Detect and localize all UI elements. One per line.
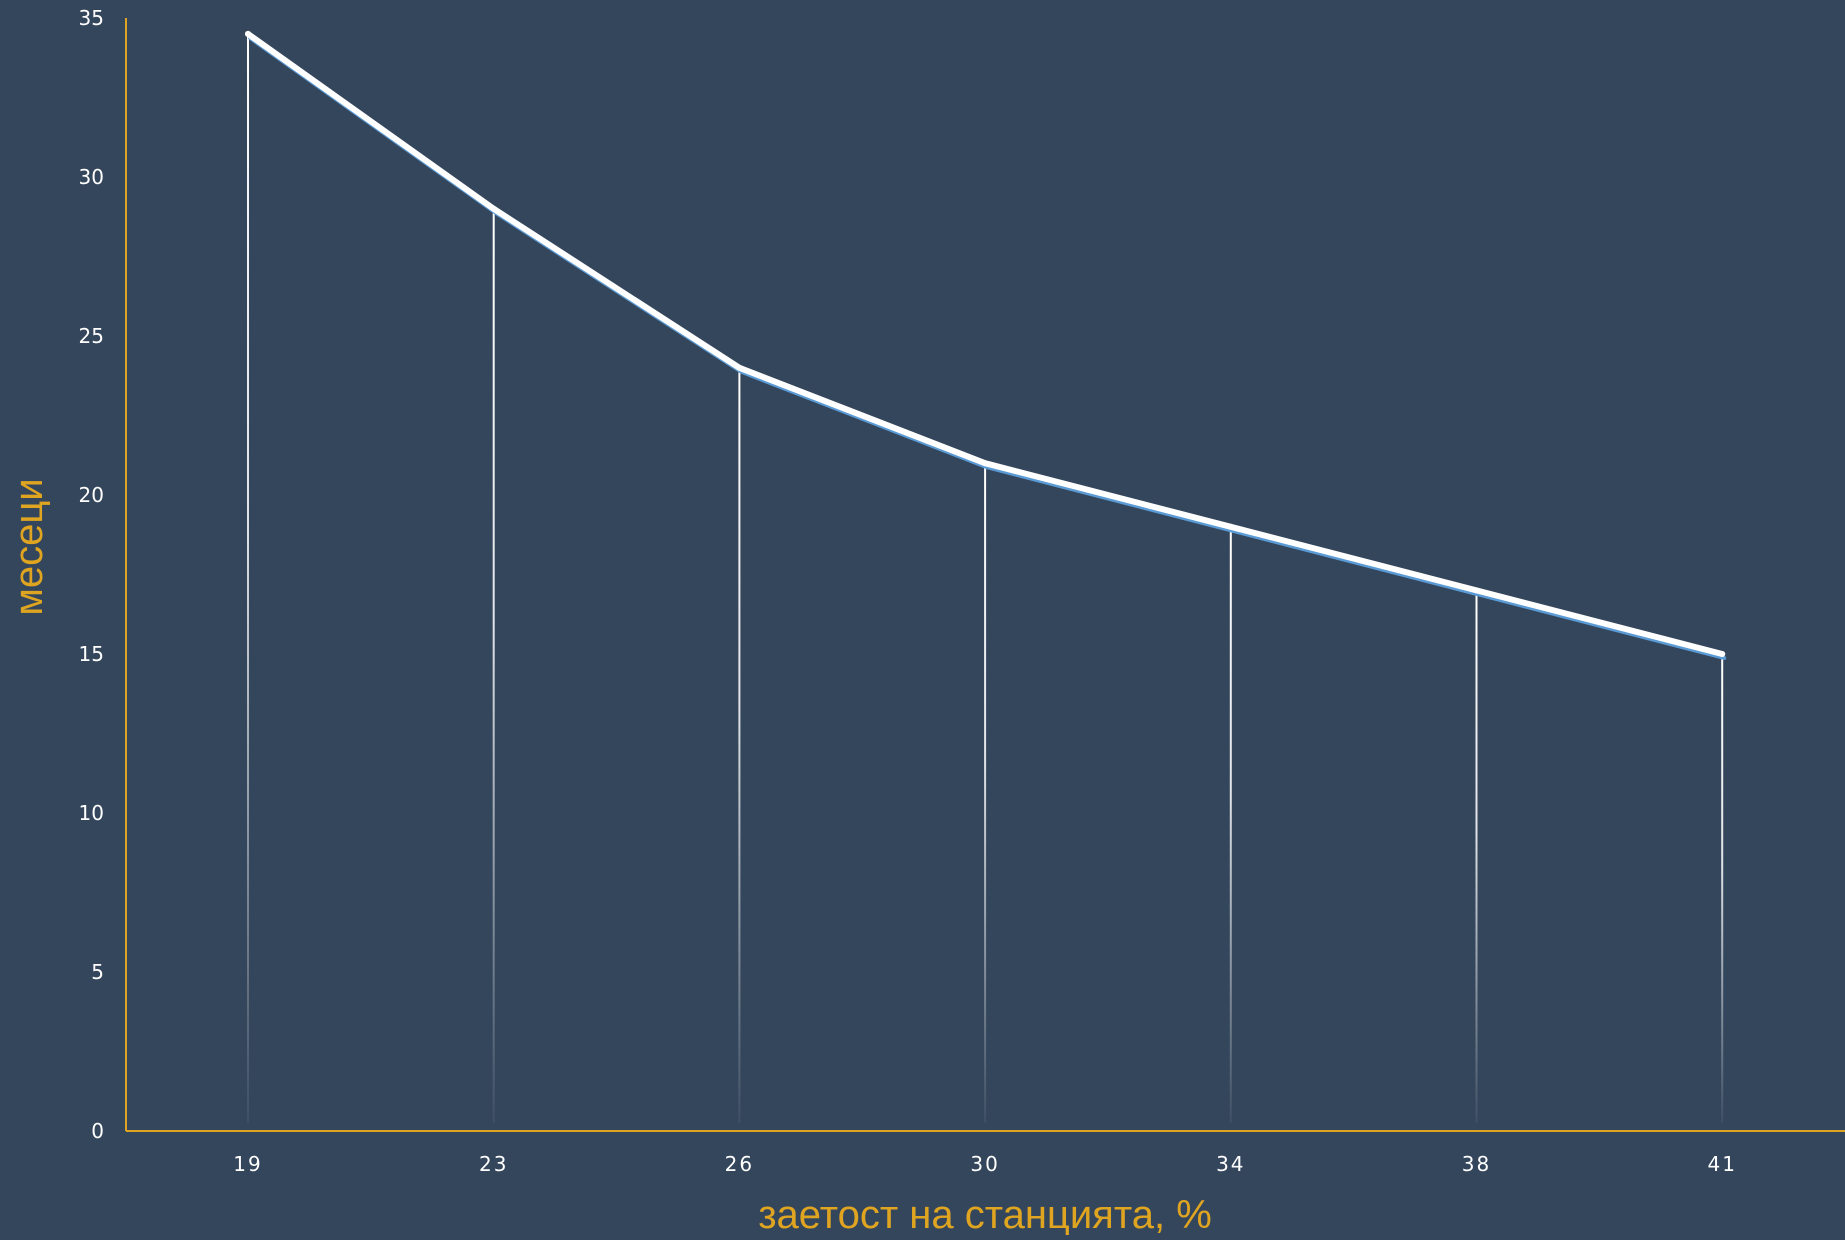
- y-tick-labels: 0 5 10 15 20 25 30 35: [79, 6, 104, 1143]
- x-axis-title: заетост на станцията, %: [758, 1193, 1212, 1235]
- y-tick-label: 20: [79, 483, 104, 507]
- drop-lines: [247, 33, 1724, 1124]
- y-tick-label: 25: [79, 324, 104, 348]
- data-point: [1227, 523, 1234, 530]
- x-tick-label: 34: [1216, 1152, 1245, 1176]
- drop-line: [1229, 526, 1232, 1123]
- x-tick-label: 26: [725, 1152, 754, 1176]
- y-tick-label: 10: [79, 801, 104, 825]
- drop-line: [1475, 590, 1478, 1123]
- drop-line: [1721, 654, 1724, 1123]
- data-point: [490, 205, 497, 212]
- drop-line: [247, 33, 249, 1123]
- x-tick-label: 30: [970, 1152, 999, 1176]
- axes: [125, 18, 1845, 1132]
- y-tick-label: 15: [79, 642, 104, 666]
- drop-line: [492, 208, 495, 1124]
- y-tick-label: 35: [79, 6, 104, 30]
- y-tick-label: 5: [91, 960, 104, 984]
- series-line: [245, 30, 1727, 660]
- x-tick-labels: 19 23 26 30 34 38 41: [233, 1152, 1736, 1176]
- drop-line: [738, 367, 741, 1123]
- y-axis-title: месеци: [7, 478, 51, 615]
- data-point: [736, 364, 743, 371]
- x-tick-label: 38: [1462, 1152, 1491, 1176]
- drop-line: [984, 463, 987, 1123]
- series-line-shadow: [248, 35, 1727, 660]
- x-tick-label: 23: [479, 1152, 508, 1176]
- x-tick-label: 19: [233, 1152, 262, 1176]
- data-point: [1473, 587, 1480, 594]
- x-tick-label: 41: [1707, 1152, 1736, 1176]
- y-tick-label: 30: [79, 165, 104, 189]
- data-point: [245, 30, 251, 37]
- data-point: [1719, 651, 1726, 657]
- data-point: [982, 460, 989, 467]
- y-tick-label: 0: [91, 1119, 104, 1143]
